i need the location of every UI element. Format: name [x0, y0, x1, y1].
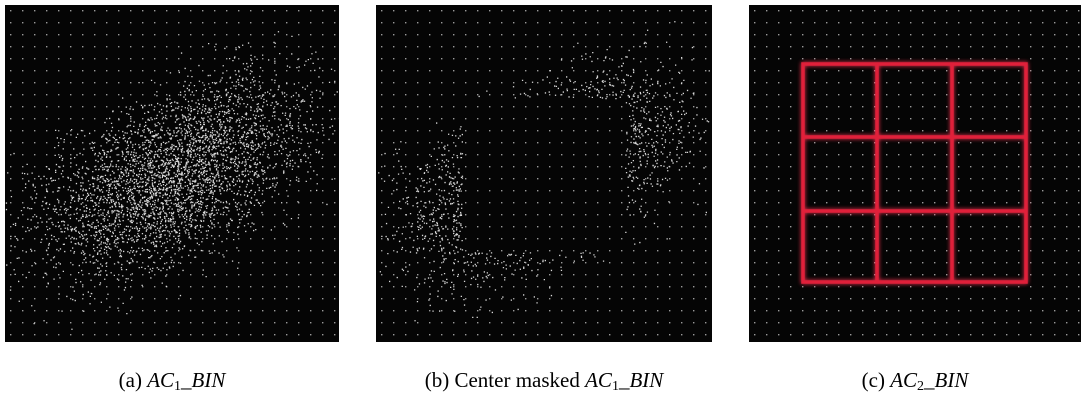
- caption-math: _BIN: [181, 368, 225, 392]
- panel-image: [5, 5, 339, 342]
- caption-sub: 1: [174, 379, 181, 394]
- panel-image: [749, 5, 1081, 342]
- caption-label: (c): [862, 368, 885, 392]
- caption-text: Center masked: [454, 368, 585, 392]
- caption: (a) AC1_BIN: [5, 368, 339, 395]
- caption: (b) Center masked AC1_BIN: [376, 368, 712, 395]
- caption-label: (b): [425, 368, 450, 392]
- caption-label: (a): [119, 368, 142, 392]
- caption-math: AC: [585, 368, 612, 392]
- caption-math: _BIN: [619, 368, 663, 392]
- panel-image: [376, 5, 712, 342]
- caption-math: _BIN: [924, 368, 968, 392]
- caption-math: AC: [147, 368, 174, 392]
- caption-sub: 1: [612, 379, 619, 394]
- page: (a) AC1_BIN (b) Center masked AC1_BIN (c…: [0, 0, 1084, 412]
- caption-math: AC: [890, 368, 917, 392]
- caption: (c) AC2_BIN: [749, 368, 1081, 395]
- caption-sub: 2: [917, 379, 924, 394]
